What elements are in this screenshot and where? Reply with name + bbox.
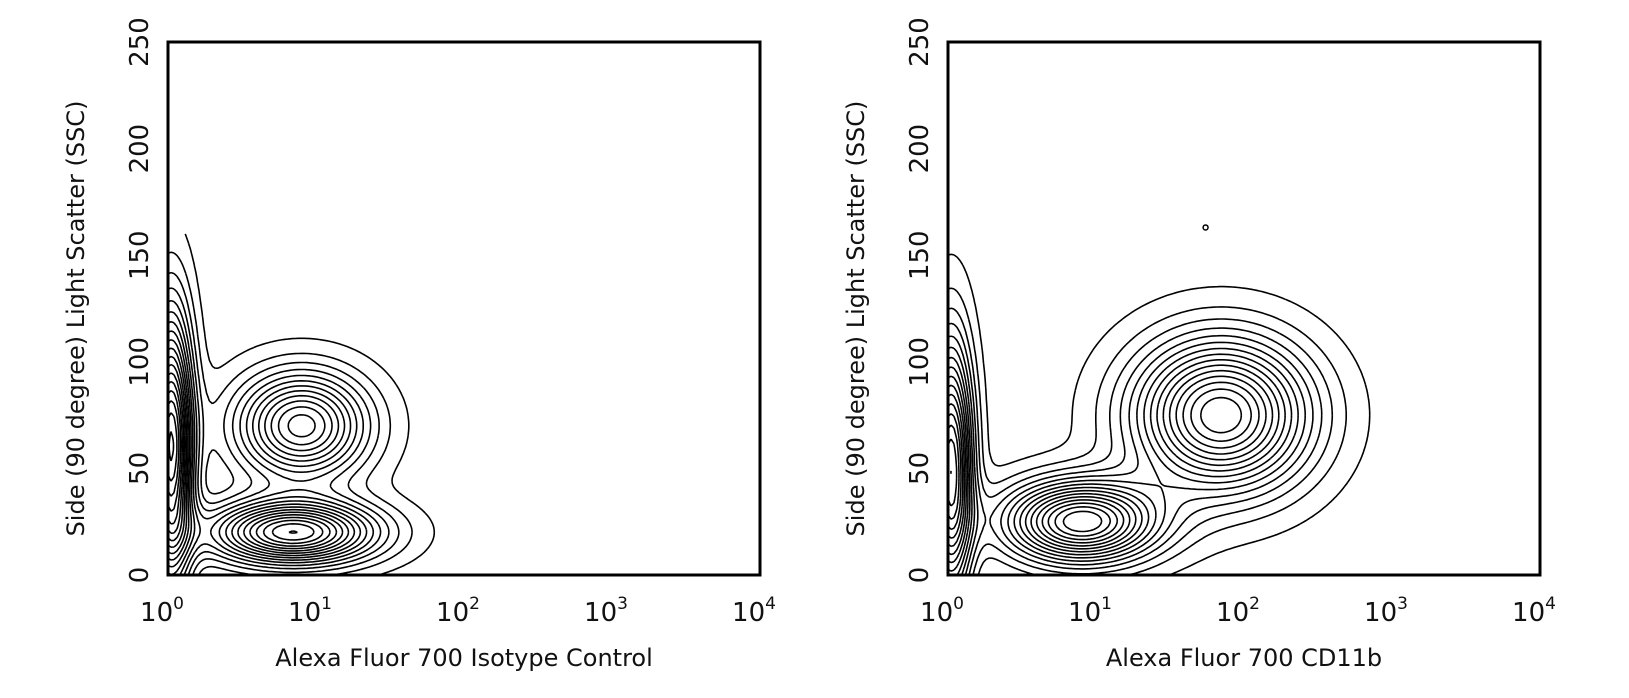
x-tick-label: 102 xyxy=(436,594,480,628)
contour-level-13 xyxy=(947,381,1260,541)
y-tick-label: 50 xyxy=(905,452,935,485)
x-tick-exponent: 4 xyxy=(1545,594,1556,614)
contour-level-12 xyxy=(167,363,338,550)
contour-level-2 xyxy=(947,287,1347,576)
x-tick-exponent: 3 xyxy=(1397,594,1408,614)
outlier-event xyxy=(1202,224,1209,231)
y-tick-label: 150 xyxy=(905,230,935,280)
y-axis-label: Side (90 degree) Light Scatter (SSC) xyxy=(842,101,870,537)
x-tick-label: 104 xyxy=(732,594,776,628)
x-tick-exponent: 0 xyxy=(953,594,964,614)
y-tick-label: 200 xyxy=(905,124,935,174)
x-tick-base: 10 xyxy=(1216,598,1249,628)
plot-frame xyxy=(166,40,762,577)
x-tick-base: 10 xyxy=(1512,598,1545,628)
x-tick-base: 10 xyxy=(288,598,321,628)
contour-level-15 xyxy=(947,396,1243,533)
y-tick-label: 0 xyxy=(905,567,935,584)
x-tick-exponent: 1 xyxy=(1101,594,1112,614)
x-tick-base: 10 xyxy=(732,598,765,628)
contour-level-16 xyxy=(167,400,298,534)
y-tick-label: 200 xyxy=(125,124,155,174)
contour-level-11 xyxy=(167,355,344,552)
y-tick-label: 100 xyxy=(905,337,935,387)
contour-level-18 xyxy=(168,431,175,462)
contour-level-12 xyxy=(947,375,1267,544)
contour-group xyxy=(167,233,436,576)
x-tick-label: 100 xyxy=(140,594,184,628)
contour-level-14 xyxy=(947,388,1252,537)
y-tick-label: 50 xyxy=(125,452,155,485)
x-tick-base: 10 xyxy=(1364,598,1397,628)
x-tick-base: 10 xyxy=(436,598,469,628)
x-tick-label: 101 xyxy=(288,594,332,628)
x-axis-label: Alexa Fluor 700 CD11b xyxy=(1106,644,1382,672)
x-tick-label: 103 xyxy=(584,594,628,628)
x-tick-exponent: 2 xyxy=(469,594,480,614)
x-tick-base: 10 xyxy=(1068,598,1101,628)
y-tick-label: 0 xyxy=(125,567,155,584)
y-axis-label: Side (90 degree) Light Scatter (SSC) xyxy=(62,101,90,537)
x-tick-label: 102 xyxy=(1216,594,1260,628)
x-axis-label: Alexa Fluor 700 Isotype Control xyxy=(275,644,653,672)
x-tick-label: 103 xyxy=(1364,594,1408,628)
y-tick-label: 150 xyxy=(125,230,155,280)
y-tick-label: 250 xyxy=(905,17,935,67)
x-tick-exponent: 0 xyxy=(173,594,184,614)
x-tick-label: 104 xyxy=(1512,594,1556,628)
x-tick-exponent: 1 xyxy=(321,594,332,614)
x-tick-exponent: 3 xyxy=(617,594,628,614)
x-tick-base: 10 xyxy=(920,598,953,628)
x-tick-exponent: 2 xyxy=(1249,594,1260,614)
x-tick-exponent: 4 xyxy=(765,594,776,614)
y-tick-label: 100 xyxy=(125,337,155,387)
x-tick-base: 10 xyxy=(140,598,173,628)
contour-group xyxy=(947,253,1371,576)
y-tick-label: 250 xyxy=(125,17,155,67)
contour-level-17 xyxy=(167,412,178,482)
plot-frame xyxy=(946,40,1542,577)
x-tick-base: 10 xyxy=(584,598,617,628)
contour-level-1 xyxy=(947,253,1371,576)
x-tick-label: 100 xyxy=(920,594,964,628)
x-tick-label: 101 xyxy=(1068,594,1112,628)
contour-level-5 xyxy=(947,334,1314,576)
contour-level-13 xyxy=(167,372,331,547)
contour-level-2 xyxy=(167,251,413,576)
contour-level-8 xyxy=(167,330,362,568)
contour-level-14 xyxy=(167,380,324,545)
contour-level-10 xyxy=(167,347,350,555)
